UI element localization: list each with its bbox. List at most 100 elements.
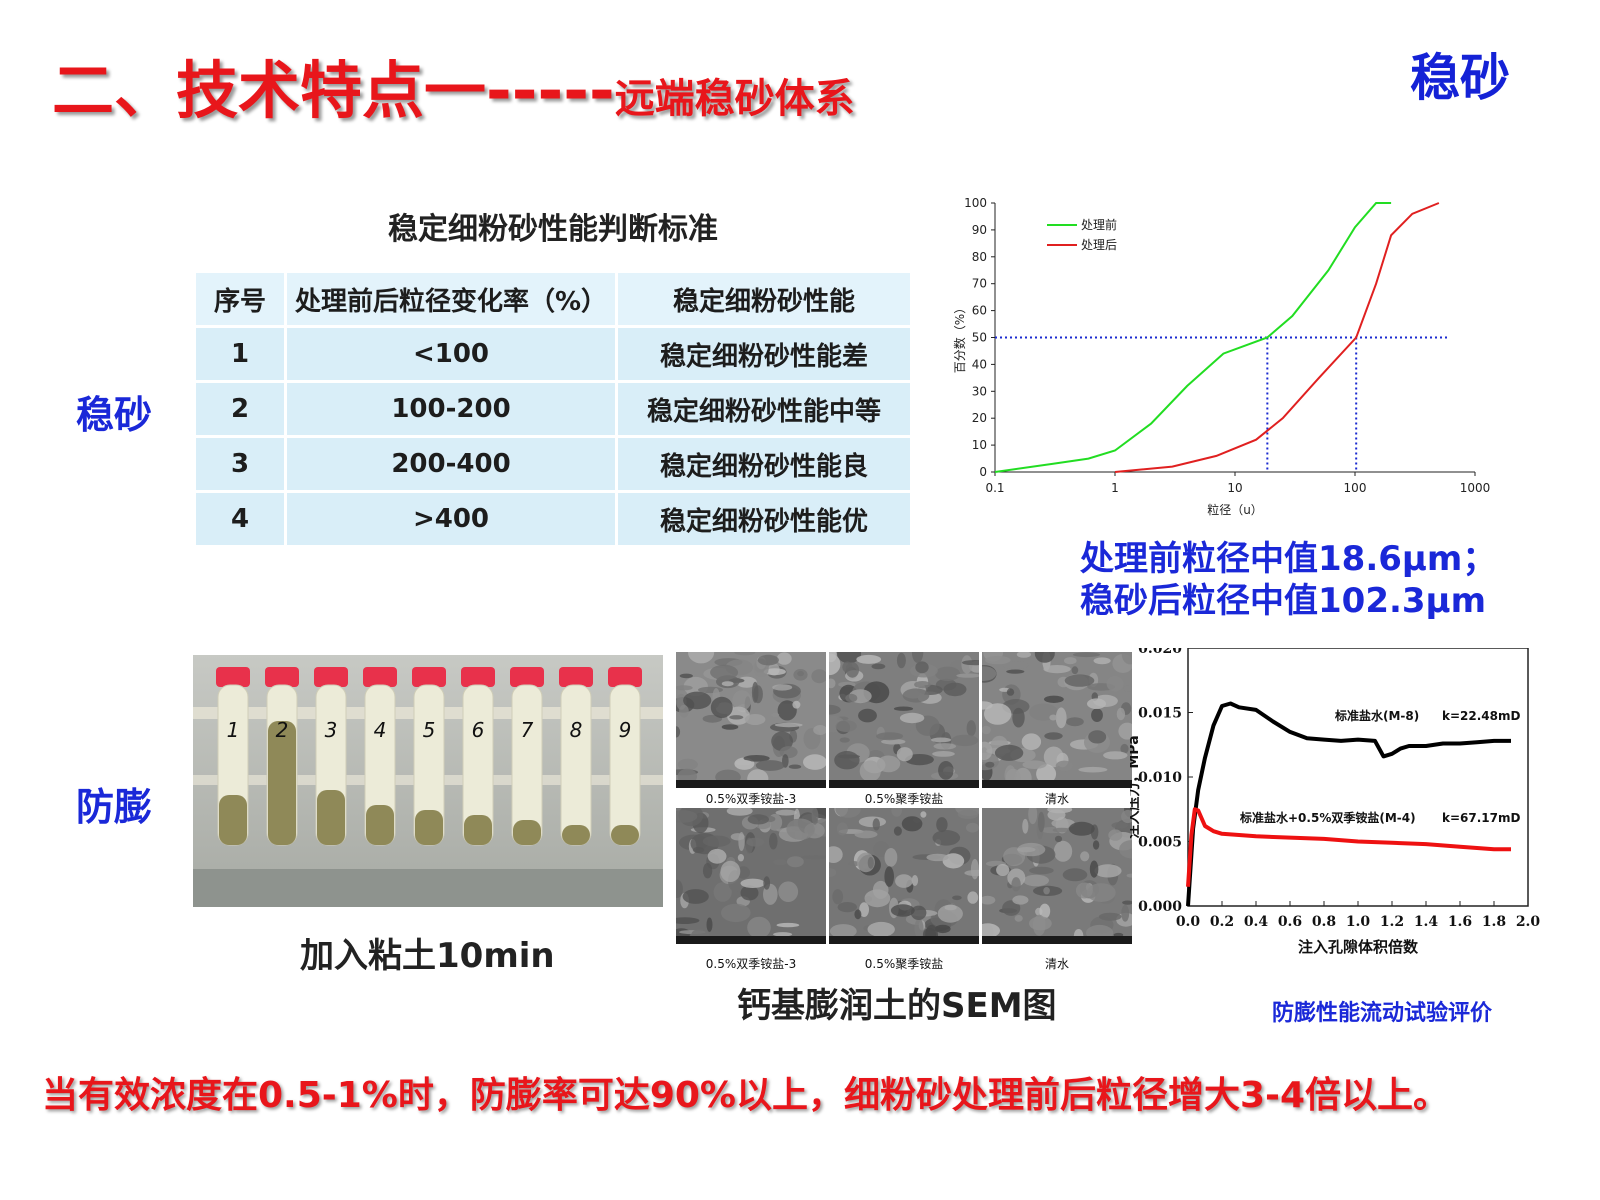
sem-scalebar xyxy=(982,780,1132,788)
series-annotation: k=67.17mD xyxy=(1442,811,1520,825)
sem-grain xyxy=(786,818,815,840)
series-line xyxy=(1114,202,1440,473)
sem-grain xyxy=(964,869,979,877)
sem-grain xyxy=(737,854,744,862)
tube-cap xyxy=(216,667,250,687)
sem-grain xyxy=(776,652,792,665)
x-tick-label: 1 xyxy=(1111,481,1119,495)
sem-grain xyxy=(710,664,739,680)
sem-grain xyxy=(943,682,967,697)
sem-grain xyxy=(864,889,891,908)
x-tick-label: 1.4 xyxy=(1414,914,1439,930)
sem-grain xyxy=(676,685,693,691)
table-cell: 稳定细粉砂性能良 xyxy=(618,438,910,490)
sem-grain xyxy=(1002,661,1029,669)
sem-grain xyxy=(891,808,902,817)
sem-grain xyxy=(967,891,979,904)
sem-grain xyxy=(746,837,765,847)
sem-grain xyxy=(763,668,786,676)
sem-grain xyxy=(1047,809,1066,821)
x-tick-label: 2.0 xyxy=(1516,914,1541,930)
series-label: 标准盐水+0.5%双季铵盐(M-4) xyxy=(1239,810,1416,825)
sem-grain xyxy=(932,751,955,757)
sem-scalebar xyxy=(829,780,979,788)
sem-grain xyxy=(835,720,857,732)
sem-grain xyxy=(755,760,785,771)
sem-caption: 钙基膨润土的SEM图 xyxy=(737,986,1057,1026)
table-row: 1 <100 稳定细粉砂性能差 xyxy=(196,328,910,380)
x-tick-label: 0.6 xyxy=(1278,914,1302,930)
sem-grain xyxy=(1029,866,1054,875)
x-tick-label: 1000 xyxy=(1460,481,1491,495)
sem-grain xyxy=(1078,766,1108,773)
sem-grain xyxy=(982,725,991,735)
sem-grain xyxy=(1036,764,1057,784)
sem-scalebar xyxy=(829,936,979,944)
table-row: 2 100-200 稳定细粉砂性能中等 xyxy=(196,383,910,435)
tube-sediment xyxy=(611,825,639,845)
tube-body xyxy=(609,684,641,846)
sem-grain xyxy=(985,655,1011,665)
sem-grain xyxy=(872,818,880,831)
sem-grain xyxy=(740,885,759,901)
sem-grain xyxy=(835,808,861,818)
sem-grain xyxy=(962,660,979,666)
sem-grain xyxy=(859,902,869,917)
sem-grain xyxy=(1022,760,1047,769)
sem-grain xyxy=(1064,674,1095,687)
sem-grain xyxy=(884,866,894,887)
y-tick-label: 0.015 xyxy=(1138,706,1182,722)
sem-grain xyxy=(837,902,857,913)
title-sub: 远端稳砂体系 xyxy=(614,76,855,122)
x-tick-label: 1.2 xyxy=(1380,914,1404,930)
sem-grain xyxy=(721,903,751,923)
test-tubes-photo: 1 2 3 4 5 6 7 8 9 xyxy=(193,655,663,907)
tube-cap xyxy=(363,667,397,687)
table-cell: 100-200 xyxy=(287,383,615,435)
sem-grain xyxy=(932,830,961,846)
sem-grain xyxy=(1080,851,1090,862)
slide-title: 二、技术特点一-----远端稳砂体系 xyxy=(52,40,855,130)
sem-grain xyxy=(1017,847,1036,853)
sem-grain xyxy=(757,654,779,666)
series-line xyxy=(1186,701,1511,907)
sem-grain xyxy=(1029,916,1052,931)
tube-label: 5 xyxy=(423,718,436,742)
sem-image-grid: 0.5%双季铵盐-3 0.5%聚季铵盐 清水 xyxy=(676,652,1132,950)
sem-grain xyxy=(1066,717,1084,727)
sem-grain xyxy=(1028,808,1038,825)
sem-grain xyxy=(952,895,962,901)
sem-grain xyxy=(1054,835,1063,843)
sem-grain xyxy=(721,681,734,687)
sem-grain xyxy=(890,904,915,917)
sem-grain xyxy=(829,704,841,715)
sem-grain xyxy=(829,924,857,939)
sem-scalebar xyxy=(982,936,1132,944)
header-cell: 处理前后粒径变化率（%） xyxy=(287,273,615,325)
sem-grain xyxy=(726,808,753,816)
sem-grain xyxy=(1049,714,1058,721)
sem-grain xyxy=(747,916,771,939)
sem-grain xyxy=(1016,652,1031,658)
sem-grain xyxy=(1043,665,1071,674)
header-cell: 稳定细粉砂性能 xyxy=(618,273,910,325)
sem-grain xyxy=(856,654,882,664)
sem-grain xyxy=(1012,895,1029,905)
sem-grain xyxy=(1075,882,1093,899)
y-tick-label: 70 xyxy=(972,277,987,291)
x-tick-label: 1.0 xyxy=(1346,914,1371,930)
tube-sediment xyxy=(464,815,492,845)
tube-label: 8 xyxy=(570,718,583,742)
sem-grain xyxy=(1123,685,1132,692)
y-tick-label: 80 xyxy=(972,250,987,264)
sem-grain xyxy=(837,652,862,664)
y-tick-label: 0.020 xyxy=(1138,648,1182,657)
table-cell: 稳定细粉砂性能优 xyxy=(618,493,910,545)
y-tick-label: 30 xyxy=(972,384,987,398)
sem-grain xyxy=(1088,730,1107,744)
sem-grain xyxy=(1103,751,1128,760)
sem-grain xyxy=(1121,652,1132,665)
section-label-swell: 防膨 xyxy=(76,785,153,829)
sem-grain xyxy=(769,832,778,850)
sem-grain xyxy=(994,744,1024,761)
